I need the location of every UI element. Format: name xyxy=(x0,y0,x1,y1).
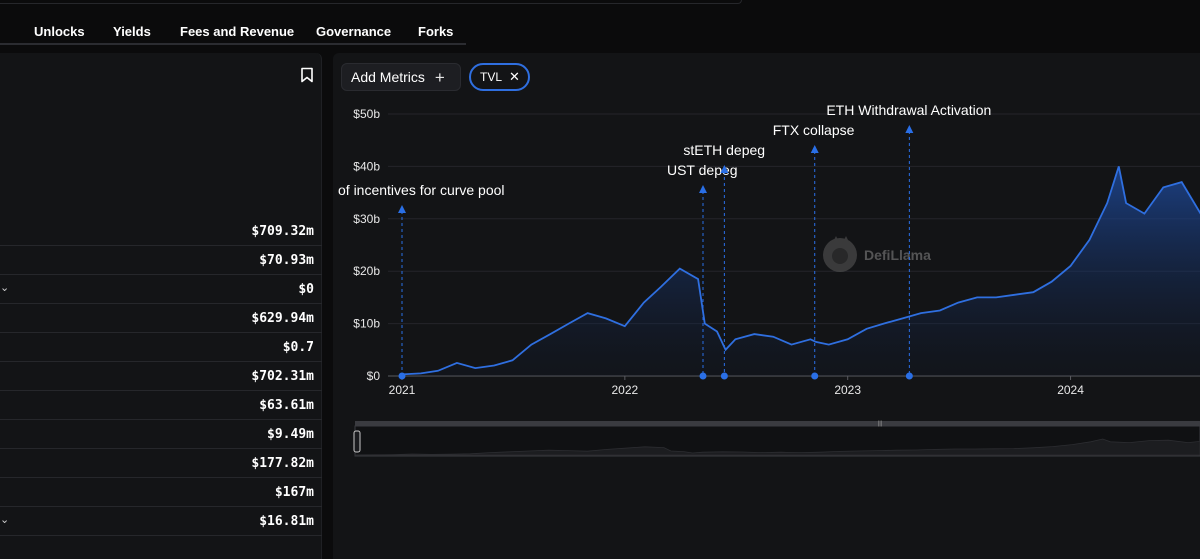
x-tick-label: 2024 xyxy=(1057,383,1084,397)
tvl-metric-chip[interactable]: TVL ✕ xyxy=(469,63,530,91)
add-metrics-label: Add Metrics xyxy=(351,69,425,85)
slider-grip-icon[interactable]: ||| xyxy=(878,421,883,427)
annotation-arrow-icon xyxy=(810,145,819,153)
metric-row: $709.32m xyxy=(0,217,322,246)
annotation-label: of incentives for curve pool xyxy=(338,182,505,198)
metric-value: $16.81m xyxy=(259,514,314,529)
annotation-label: stETH depeg xyxy=(683,142,765,158)
nav-item-fees-and-revenue[interactable]: Fees and Revenue xyxy=(180,24,295,39)
metric-value: $177.82m xyxy=(251,456,314,471)
y-tick-label: $20b xyxy=(353,264,380,278)
metric-value: $0.7 xyxy=(282,340,314,355)
nav-item-unlocks[interactable]: Unlocks xyxy=(34,24,85,39)
chevron-down-icon[interactable]: ⌄ xyxy=(0,282,10,294)
tvl-line xyxy=(401,166,1200,376)
metric-row: $63.61m xyxy=(0,391,322,420)
annotation-marker[interactable] xyxy=(720,372,728,380)
series-area xyxy=(401,166,1200,376)
x-tick-label: 2021 xyxy=(389,383,416,397)
x-tick-label: 2022 xyxy=(611,383,638,397)
metric-value: $167m xyxy=(274,485,314,500)
range-slider[interactable]: ||| xyxy=(353,421,1200,457)
nav-item-forks[interactable]: Forks xyxy=(418,24,454,39)
nav-item-yields[interactable]: Yields xyxy=(113,24,151,39)
metric-value: $0 xyxy=(298,282,314,297)
annotation-marker[interactable] xyxy=(905,372,913,380)
x-tick-label: 2023 xyxy=(834,383,861,397)
y-tick-label: $40b xyxy=(353,159,380,173)
metric-row: $629.94m xyxy=(0,304,322,333)
metric-value: $70.93m xyxy=(259,253,314,268)
annotation-marker[interactable] xyxy=(811,372,819,380)
metric-value: $9.49m xyxy=(267,427,314,442)
metric-row: $167m xyxy=(0,478,322,507)
annotation-arrow-icon xyxy=(720,165,729,173)
metric-row: $702.31m xyxy=(0,362,322,391)
metric-value: $63.61m xyxy=(259,398,314,413)
y-tick-label: $10b xyxy=(353,317,380,331)
metric-row[interactable]: ⌄ $16.81m xyxy=(0,507,322,536)
slider-preview xyxy=(354,438,1200,456)
metric-row: $0.7 xyxy=(0,333,322,362)
tvl-chip-label: TVL xyxy=(480,70,503,84)
metric-value: $702.31m xyxy=(251,369,314,384)
main-nav: › Unlocks Yields Fees and Revenue Govern… xyxy=(0,16,466,45)
slider-left-handle[interactable] xyxy=(353,430,361,453)
metrics-panel: $709.32m $70.93m ⌄ $0 $629.94m $0.7 $702… xyxy=(0,53,322,559)
annotation-marker[interactable] xyxy=(398,372,406,380)
annotations: of incentives for curve pool UST depeg stE… xyxy=(338,102,991,380)
tvl-area xyxy=(402,166,1200,376)
close-icon[interactable]: ✕ xyxy=(509,69,520,84)
defillama-watermark: DefiLlama xyxy=(823,236,931,272)
annotation-arrow-icon xyxy=(698,185,707,193)
annotation-arrow-icon xyxy=(905,125,914,133)
slider-track-top xyxy=(355,421,1200,426)
annotation-label: UST depeg xyxy=(667,162,738,178)
watermark-text: DefiLlama xyxy=(864,247,931,263)
metric-row: $9.49m xyxy=(0,420,322,449)
y-axis: $0 $10b $20b $30b $40b $50b xyxy=(353,107,380,383)
nav-item-governance[interactable]: Governance xyxy=(316,24,392,39)
y-tick-label: $50b xyxy=(353,107,380,121)
llama-logo-icon xyxy=(823,236,857,272)
bookmark-icon[interactable] xyxy=(300,67,314,83)
chevron-down-icon[interactable]: ⌄ xyxy=(0,514,10,526)
y-tick-label: $30b xyxy=(353,212,380,226)
metric-row[interactable]: ⌄ $0 xyxy=(0,275,322,304)
x-axis: 2021 2022 2023 2024 xyxy=(389,376,1084,397)
metric-row: $70.93m xyxy=(0,246,322,275)
annotation-label: ETH Withdrawal Activation xyxy=(826,102,991,118)
y-tick-label: $0 xyxy=(367,369,381,383)
metric-value: $629.94m xyxy=(251,311,314,326)
plus-icon: + xyxy=(434,67,445,87)
annotation-arrow-icon xyxy=(398,205,406,213)
annotation-marker[interactable] xyxy=(699,372,707,380)
metric-value: $709.32m xyxy=(251,224,314,239)
add-metrics-button[interactable]: Add Metrics + xyxy=(341,63,461,91)
annotation-label: FTX collapse xyxy=(773,122,855,138)
metric-row: $177.82m xyxy=(0,449,322,478)
